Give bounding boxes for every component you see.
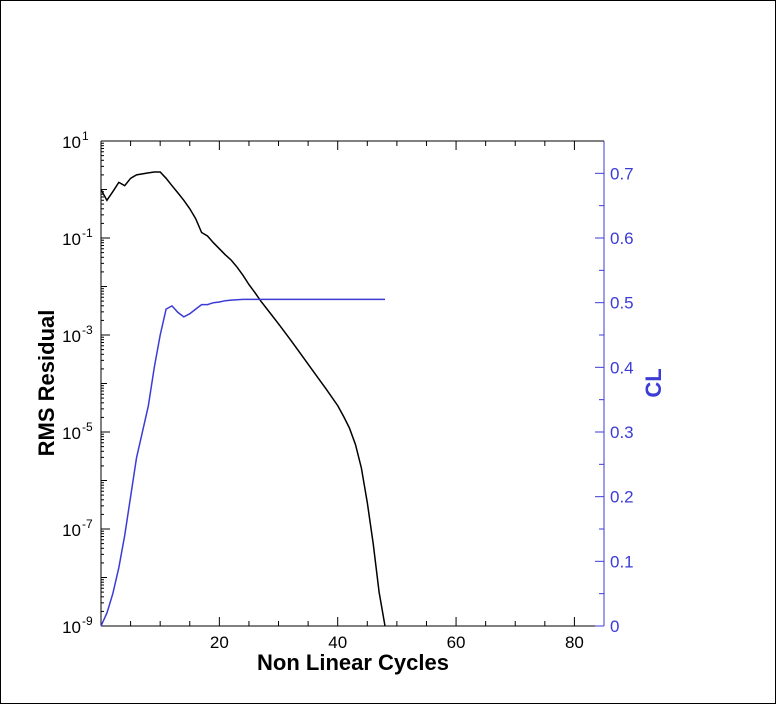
y2-tick-label: 0.6 [610,229,634,248]
residual-series-line [100,171,386,627]
x-tick-label: 20 [210,633,229,652]
y-tick-exponent: -3 [82,323,93,337]
y-axis-title: RMS Residual [34,310,59,457]
cl-series-line [100,298,385,627]
y2-tick-label: 0.2 [610,488,634,507]
y-tick-label: 10 [62,327,81,346]
y2-tick-label: 0.7 [610,164,634,183]
y-tick-label: 10 [62,133,81,152]
y2-tick-label: 0.1 [610,552,634,571]
y-tick-label: 10 [62,230,81,249]
y-tick-exponent: 1 [82,129,89,143]
y-tick-exponent: -5 [82,420,93,434]
y2-tick-label: 0.4 [610,358,634,377]
y-tick-label: 10 [62,521,81,540]
x-tick-label: 40 [328,633,347,652]
x-axis-title: Non Linear Cycles [257,650,449,675]
y-tick-label: 10 [62,424,81,443]
x-tick-label: 60 [447,633,466,652]
y2-tick-label: 0.5 [610,294,634,313]
y-tick-exponent: -9 [82,614,93,628]
y2-tick-label: 0.3 [610,423,634,442]
y-tick-label: 10 [62,618,81,637]
x-tick-label: 80 [565,633,584,652]
y2-axis-title: CL [641,368,666,397]
y-tick-exponent: -7 [82,517,93,531]
y-tick-exponent: -1 [82,226,93,240]
y2-tick-label: 0 [610,617,619,636]
